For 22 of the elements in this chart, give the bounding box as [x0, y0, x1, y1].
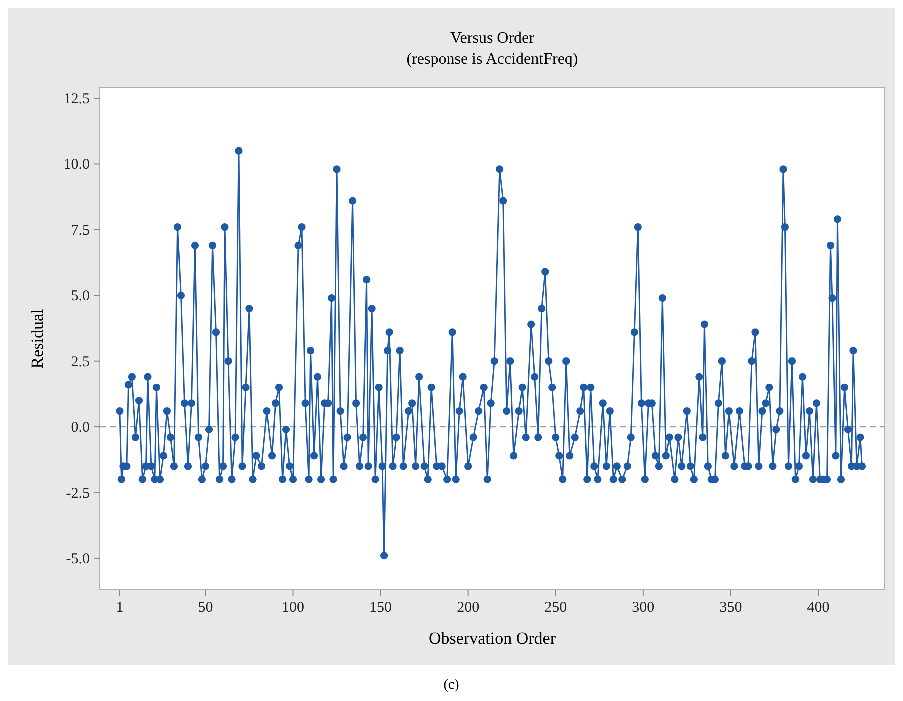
y-tick-label: 10.0: [64, 157, 90, 174]
y-tick-label: -5.0: [66, 551, 90, 568]
x-tick-label: 50: [198, 600, 214, 616]
x-tick-label: 150: [370, 600, 392, 616]
x-axis-title: Observation Order: [429, 629, 556, 648]
x-tick-label: 250: [544, 600, 568, 616]
y-tick-label: -2.5: [66, 486, 90, 502]
text: (c): [444, 678, 460, 693]
x-tick-label: 200: [457, 600, 480, 616]
y-tick-label: 12.5: [64, 92, 90, 108]
y-tick-label: 7.5: [71, 222, 90, 239]
y-tick-label: 5.0: [71, 288, 90, 305]
chart-title: Versus Order: [450, 30, 536, 47]
x-tick-label: 350: [720, 600, 742, 616]
x-tick-label: 100: [282, 600, 305, 616]
chart-subtitle: (response is AccidentFreq): [406, 51, 578, 68]
y-tick-label: 0.0: [71, 420, 90, 436]
x-tick-label: 300: [632, 600, 655, 616]
x-tick-label: 1: [116, 600, 124, 616]
x-tick-label: 400: [807, 600, 830, 616]
y-tick-label: 2.5: [71, 354, 90, 370]
y-axis-title: Residual: [28, 308, 47, 369]
